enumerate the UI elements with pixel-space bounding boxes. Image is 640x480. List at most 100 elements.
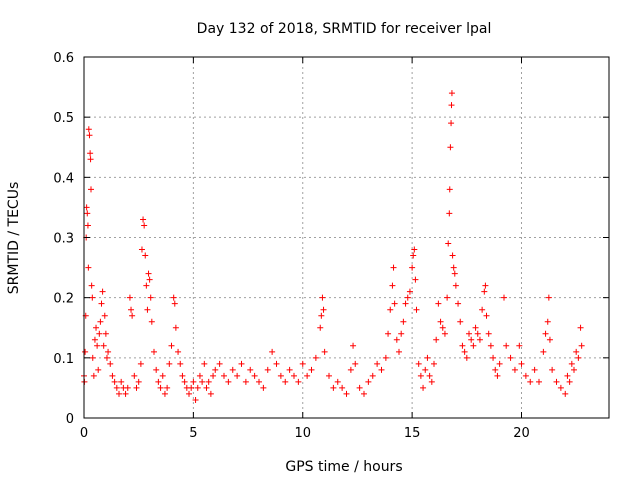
data-point bbox=[299, 360, 306, 367]
data-point bbox=[398, 330, 405, 337]
data-point bbox=[449, 252, 456, 259]
data-point bbox=[177, 360, 184, 367]
data-point bbox=[356, 384, 363, 391]
x-tick-label: 20 bbox=[513, 426, 530, 441]
data-point bbox=[269, 348, 276, 355]
data-point bbox=[549, 366, 556, 373]
data-point bbox=[343, 390, 350, 397]
data-point bbox=[503, 342, 510, 349]
data-point bbox=[321, 348, 328, 355]
data-point bbox=[153, 366, 160, 373]
data-point bbox=[546, 336, 553, 343]
data-point bbox=[468, 336, 475, 343]
data-point bbox=[410, 252, 417, 259]
data-point bbox=[494, 372, 501, 379]
data-point bbox=[571, 366, 577, 373]
data-point bbox=[393, 336, 400, 343]
data-point bbox=[409, 264, 416, 271]
data-point bbox=[573, 348, 580, 355]
data-point bbox=[155, 378, 162, 385]
data-point bbox=[137, 360, 144, 367]
data-point bbox=[577, 324, 584, 331]
data-point bbox=[286, 366, 293, 373]
data-point bbox=[216, 360, 223, 367]
data-point bbox=[122, 390, 129, 397]
data-point bbox=[93, 324, 100, 331]
data-point bbox=[511, 366, 518, 373]
data-point bbox=[192, 396, 199, 403]
ticks: 0 0.1 0.2 0.3 0.4 0.5 0.6 0 5 10 15 20 bbox=[53, 51, 609, 441]
data-point bbox=[470, 342, 477, 349]
data-point bbox=[400, 318, 407, 325]
data-point bbox=[433, 336, 440, 343]
data-point bbox=[210, 372, 217, 379]
data-point bbox=[141, 222, 148, 229]
y-tick-label: 0.4 bbox=[53, 171, 74, 186]
data-point bbox=[320, 306, 327, 313]
data-point bbox=[566, 378, 573, 385]
data-point bbox=[251, 372, 258, 379]
data-point bbox=[352, 360, 359, 367]
data-point bbox=[157, 384, 164, 391]
data-point bbox=[116, 390, 122, 397]
data-point bbox=[111, 378, 118, 385]
data-point bbox=[171, 300, 178, 307]
data-point bbox=[568, 360, 575, 367]
data-point bbox=[472, 324, 479, 331]
data-point bbox=[144, 306, 151, 313]
data-point bbox=[361, 390, 367, 397]
data-point bbox=[439, 324, 446, 331]
data-point bbox=[479, 306, 486, 313]
data-point bbox=[575, 354, 582, 361]
data-point bbox=[553, 378, 560, 385]
data-point bbox=[113, 384, 120, 391]
data-point bbox=[389, 282, 396, 289]
data-point bbox=[396, 348, 402, 355]
data-point bbox=[318, 312, 325, 319]
data-point bbox=[448, 102, 455, 109]
data-point bbox=[85, 264, 92, 271]
data-point bbox=[109, 372, 116, 379]
data-point bbox=[90, 372, 97, 379]
data-point bbox=[339, 384, 346, 391]
data-point bbox=[390, 264, 397, 271]
data-point bbox=[277, 372, 284, 379]
data-point bbox=[225, 378, 232, 385]
data-point bbox=[100, 342, 107, 349]
data-point bbox=[406, 288, 413, 295]
data-point bbox=[542, 330, 549, 337]
data-point bbox=[126, 294, 133, 301]
data-point bbox=[540, 348, 547, 355]
data-point bbox=[466, 330, 472, 337]
data-points bbox=[81, 90, 585, 403]
data-point bbox=[365, 378, 372, 385]
data-point bbox=[446, 186, 453, 193]
data-point bbox=[212, 366, 219, 373]
data-point bbox=[168, 342, 175, 349]
data-point bbox=[147, 294, 154, 301]
data-point bbox=[457, 318, 464, 325]
data-point bbox=[424, 354, 431, 361]
data-point bbox=[83, 204, 90, 211]
data-point bbox=[88, 186, 94, 193]
data-point bbox=[544, 318, 551, 325]
data-point bbox=[474, 330, 481, 337]
data-point bbox=[412, 276, 419, 283]
data-point bbox=[536, 378, 542, 385]
data-point bbox=[221, 372, 227, 379]
data-point bbox=[143, 282, 150, 289]
data-point bbox=[507, 354, 514, 361]
data-point bbox=[476, 336, 483, 343]
data-point bbox=[562, 390, 569, 397]
data-point bbox=[490, 354, 497, 361]
data-point bbox=[205, 378, 212, 385]
data-point bbox=[128, 306, 135, 313]
data-point bbox=[426, 372, 433, 379]
chart-title: Day 132 of 2018, SRMTID for receiver lpa… bbox=[197, 21, 492, 37]
data-point bbox=[420, 384, 427, 391]
data-point bbox=[86, 132, 93, 139]
data-point bbox=[124, 384, 131, 391]
data-point bbox=[448, 120, 455, 127]
data-point bbox=[133, 384, 140, 391]
